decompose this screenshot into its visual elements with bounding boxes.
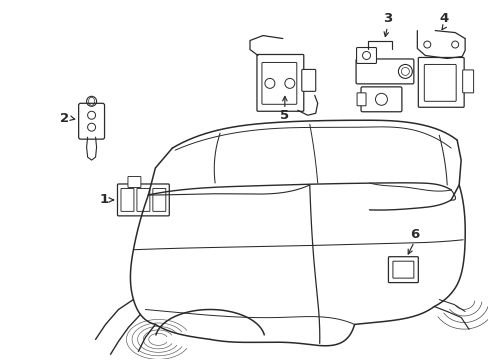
FancyBboxPatch shape xyxy=(137,189,149,211)
FancyBboxPatch shape xyxy=(360,87,401,112)
FancyBboxPatch shape xyxy=(417,58,463,107)
FancyBboxPatch shape xyxy=(387,257,417,283)
FancyBboxPatch shape xyxy=(392,261,413,278)
FancyBboxPatch shape xyxy=(121,189,134,211)
Text: 4: 4 xyxy=(439,12,448,25)
FancyBboxPatch shape xyxy=(424,64,455,101)
Text: 5: 5 xyxy=(280,109,289,122)
FancyBboxPatch shape xyxy=(355,59,413,84)
FancyBboxPatch shape xyxy=(356,48,376,63)
Text: 6: 6 xyxy=(409,228,418,241)
FancyBboxPatch shape xyxy=(128,176,141,188)
FancyBboxPatch shape xyxy=(262,62,296,104)
FancyBboxPatch shape xyxy=(153,189,165,211)
Text: 1: 1 xyxy=(99,193,108,206)
FancyBboxPatch shape xyxy=(256,54,303,111)
FancyBboxPatch shape xyxy=(117,184,169,216)
FancyBboxPatch shape xyxy=(79,103,104,139)
Text: 2: 2 xyxy=(60,112,68,125)
FancyBboxPatch shape xyxy=(462,70,473,93)
FancyBboxPatch shape xyxy=(301,69,315,91)
FancyBboxPatch shape xyxy=(356,93,366,106)
Text: 3: 3 xyxy=(382,12,391,25)
